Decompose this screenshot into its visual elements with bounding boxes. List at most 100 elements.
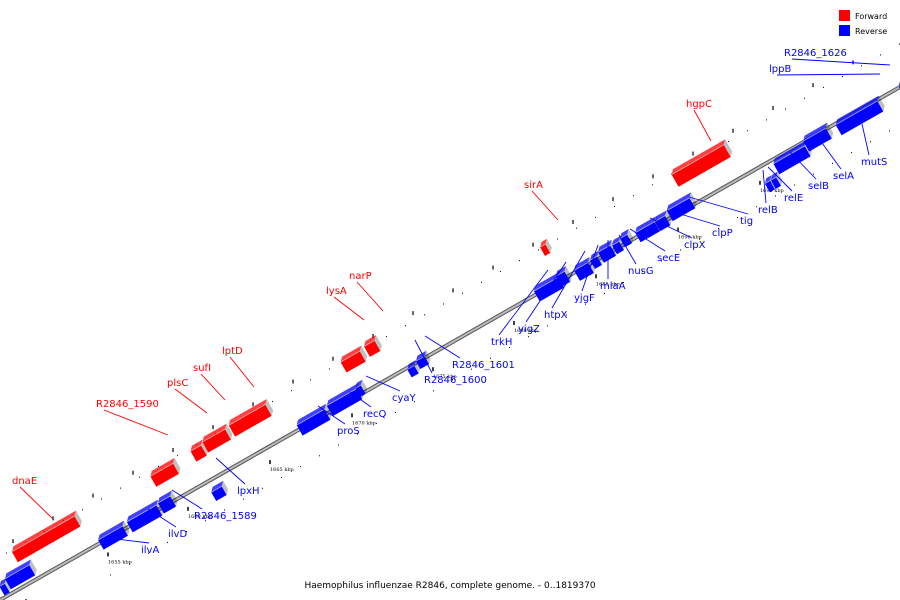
track-dot: [357, 433, 358, 435]
gene-top: [666, 192, 691, 211]
gene-highlight: [539, 243, 546, 248]
gene-side: [596, 250, 604, 265]
gene-label-dnae: dnaE: [12, 476, 37, 487]
gene-top: [190, 439, 203, 452]
track-dot: [519, 260, 520, 262]
leader-r2846-1601: [424, 335, 461, 359]
gene-label-sela: selA: [833, 171, 854, 182]
gene-label-lysa: lysA: [326, 286, 347, 297]
track-dot: [443, 303, 444, 305]
gene-side: [723, 139, 733, 158]
track-dot: [300, 466, 301, 468]
track-dot: [490, 357, 491, 359]
track-dot: [842, 76, 843, 78]
gene-lpxh: [211, 480, 229, 501]
track-dot: [661, 260, 662, 262]
track-dot: [528, 336, 529, 338]
leader-yigz: [525, 261, 567, 323]
gene-label-yjgf: yjgF: [574, 293, 595, 304]
gene-side: [877, 95, 885, 112]
gene-label-yigz: yigZ: [518, 324, 540, 335]
track-dot: [101, 498, 102, 500]
legend: Forward Reverse: [839, 10, 887, 36]
gene-dnae: [11, 510, 82, 563]
gene-side: [664, 210, 672, 226]
gene-nusg: [611, 235, 626, 255]
gene-side: [29, 559, 37, 576]
gene-top: [202, 423, 227, 443]
track-dot: [633, 195, 634, 197]
track-dot: [642, 271, 643, 273]
track-dot: [262, 487, 263, 489]
gene-side: [265, 399, 274, 416]
gene-face: [620, 234, 632, 248]
gene-highlight: [573, 262, 589, 271]
track-dot: [604, 292, 605, 294]
track-dot: [405, 325, 406, 327]
track-dot: [747, 130, 748, 132]
gene-top: [363, 335, 376, 347]
track-dot: [823, 86, 824, 88]
track-dot: [129, 563, 130, 565]
gene-label-lppb: lppB: [769, 64, 791, 75]
track-dot: [310, 379, 311, 381]
track-dot: [471, 368, 472, 370]
gene-top: [228, 399, 267, 426]
gene-block: [4, 559, 37, 590]
gene-side: [200, 439, 209, 456]
gene-muts: [835, 95, 885, 136]
tick-label: 1655 kbp: [108, 559, 132, 565]
gene-highlight: [619, 234, 628, 239]
track-dot: [205, 520, 206, 522]
gene-label-clpp: clpP: [712, 228, 733, 239]
track-dot: [452, 379, 453, 381]
gene-top: [4, 559, 31, 579]
gene-top: [898, 80, 900, 87]
track-dot: [718, 227, 719, 229]
gene-face: [11, 516, 81, 563]
gene-side: [122, 520, 130, 536]
gene-side: [618, 235, 626, 251]
track-dot: [167, 541, 168, 543]
track-dot: [148, 552, 149, 554]
leader-relb: [762, 169, 767, 204]
track-dot: [376, 422, 377, 424]
leader-cyay: [365, 375, 401, 392]
leader-ilva: [107, 537, 150, 544]
track-dot: [756, 206, 757, 208]
gene-label-r2846-1600: R2846_1600: [424, 375, 487, 386]
track-dot: [851, 152, 852, 154]
gene-face: [773, 145, 811, 175]
gene-top: [296, 403, 326, 426]
track-dot: [880, 54, 881, 56]
gene-highlight: [770, 176, 777, 181]
gene-top: [340, 345, 362, 363]
gene-sufi: [202, 423, 233, 453]
track-dot: [566, 314, 567, 316]
gene-highlight: [407, 365, 415, 370]
gene-face: [612, 241, 624, 255]
gene-side: [221, 480, 229, 495]
map-caption: Haemophilus influenzae R2846, complete g…: [304, 581, 595, 591]
gene-top: [764, 175, 772, 184]
leader-rele: [767, 166, 793, 192]
leader-clpp: [666, 209, 721, 227]
leader-r2846-1626: [791, 58, 891, 66]
gene-pros: [296, 403, 332, 436]
gene-face: [764, 180, 775, 193]
gene-top: [835, 95, 879, 125]
track-dot: [671, 173, 672, 175]
gene-top: [355, 379, 363, 389]
track-dot: [576, 227, 577, 229]
track-dot: [110, 574, 111, 576]
gene-highlight: [126, 504, 157, 523]
track-dot: [614, 206, 615, 208]
gene-selb: [773, 140, 813, 175]
gene-top: [620, 229, 629, 239]
track-dot: [462, 292, 463, 294]
leader-dnae: [19, 486, 53, 519]
gene-sece: [619, 229, 634, 248]
track-dot: [832, 162, 833, 164]
track-dot: [177, 455, 178, 457]
gene-top: [407, 360, 416, 370]
